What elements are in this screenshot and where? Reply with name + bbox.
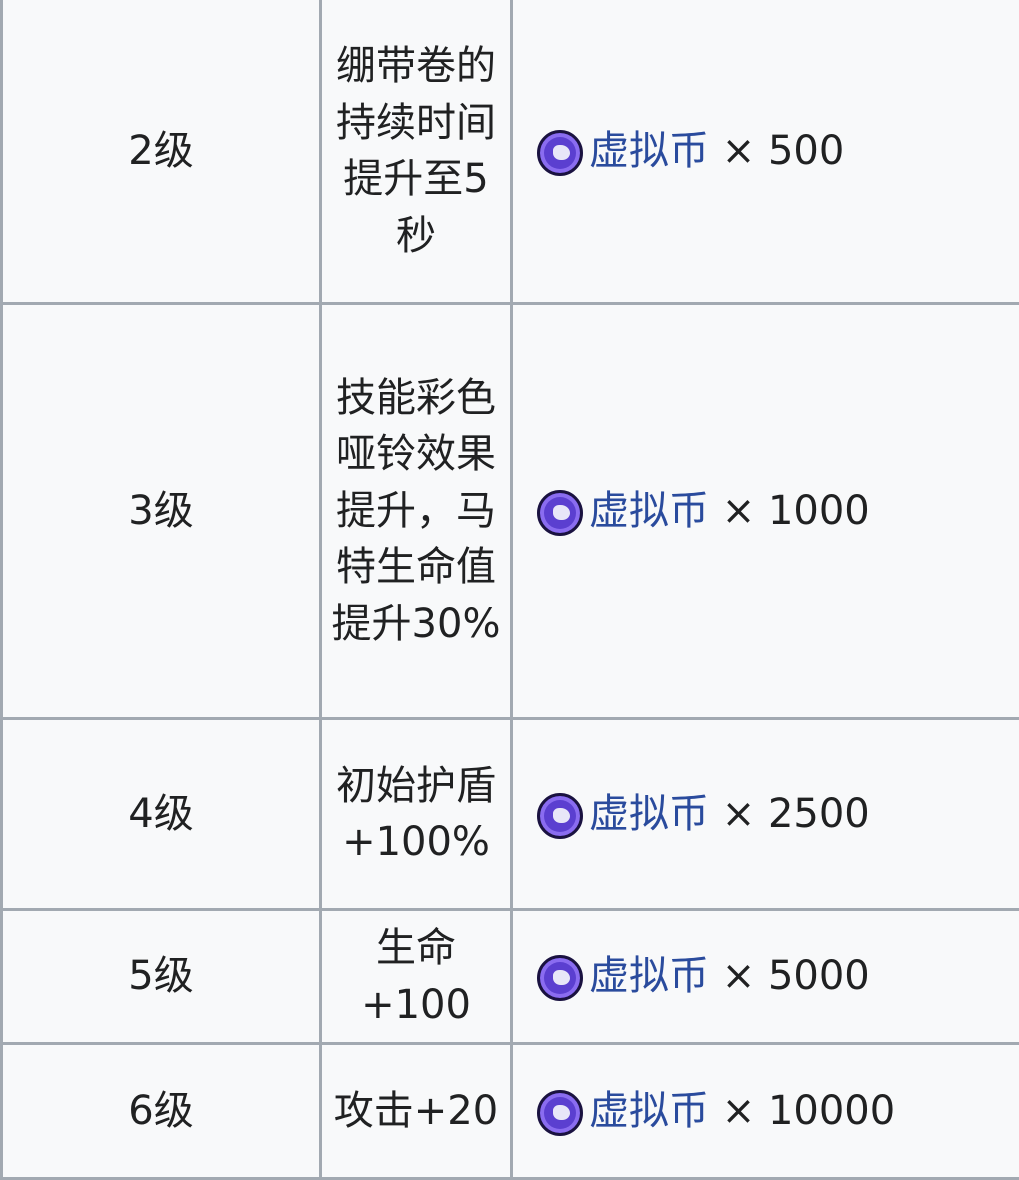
- amount: × 5000: [722, 953, 870, 999]
- cost-cell: 虚拟币 × 2500: [512, 719, 1019, 910]
- coin-icon: [537, 955, 583, 1001]
- effect-cell: 绷带卷的持续时间提升至5秒: [321, 0, 512, 304]
- currency-link[interactable]: 虚拟币: [589, 128, 709, 174]
- cost-cell: 虚拟币 × 5000: [512, 910, 1019, 1044]
- level-cell: 2级: [2, 0, 321, 304]
- amount: × 10000: [722, 1088, 895, 1134]
- cost-cell: 虚拟币 × 1000: [512, 304, 1019, 719]
- coin-icon: [537, 793, 583, 839]
- currency-link[interactable]: 虚拟币: [589, 791, 709, 837]
- effect-cell: 初始护盾+100%: [321, 719, 512, 910]
- table-row: 4级 初始护盾+100% 虚拟币 × 2500: [2, 719, 1019, 910]
- level-cell: 3级: [2, 304, 321, 719]
- table-row: 2级 绷带卷的持续时间提升至5秒 虚拟币 × 500: [2, 0, 1019, 304]
- effect-cell: 技能彩色哑铃效果提升，马特生命值提升30%: [321, 304, 512, 719]
- effect-cell: 攻击+20: [321, 1044, 512, 1179]
- table-row: 3级 技能彩色哑铃效果提升，马特生命值提升30% 虚拟币 × 1000: [2, 304, 1019, 719]
- amount: × 2500: [722, 791, 870, 837]
- level-cell: 6级: [2, 1044, 321, 1179]
- effect-cell: 生命+100: [321, 910, 512, 1044]
- amount: × 500: [722, 128, 845, 174]
- coin-icon: [537, 130, 583, 176]
- table-row: 5级 生命+100 虚拟币 × 5000: [2, 910, 1019, 1044]
- coin-icon: [537, 1090, 583, 1136]
- level-cell: 4级: [2, 719, 321, 910]
- coin-icon: [537, 490, 583, 536]
- amount: × 1000: [722, 488, 870, 534]
- currency-link[interactable]: 虚拟币: [589, 1088, 709, 1134]
- cost-cell: 虚拟币 × 500: [512, 0, 1019, 304]
- level-cell: 5级: [2, 910, 321, 1044]
- cost-cell: 虚拟币 × 10000: [512, 1044, 1019, 1179]
- currency-link[interactable]: 虚拟币: [589, 953, 709, 999]
- currency-link[interactable]: 虚拟币: [589, 488, 709, 534]
- table-row: 6级 攻击+20 虚拟币 × 10000: [2, 1044, 1019, 1179]
